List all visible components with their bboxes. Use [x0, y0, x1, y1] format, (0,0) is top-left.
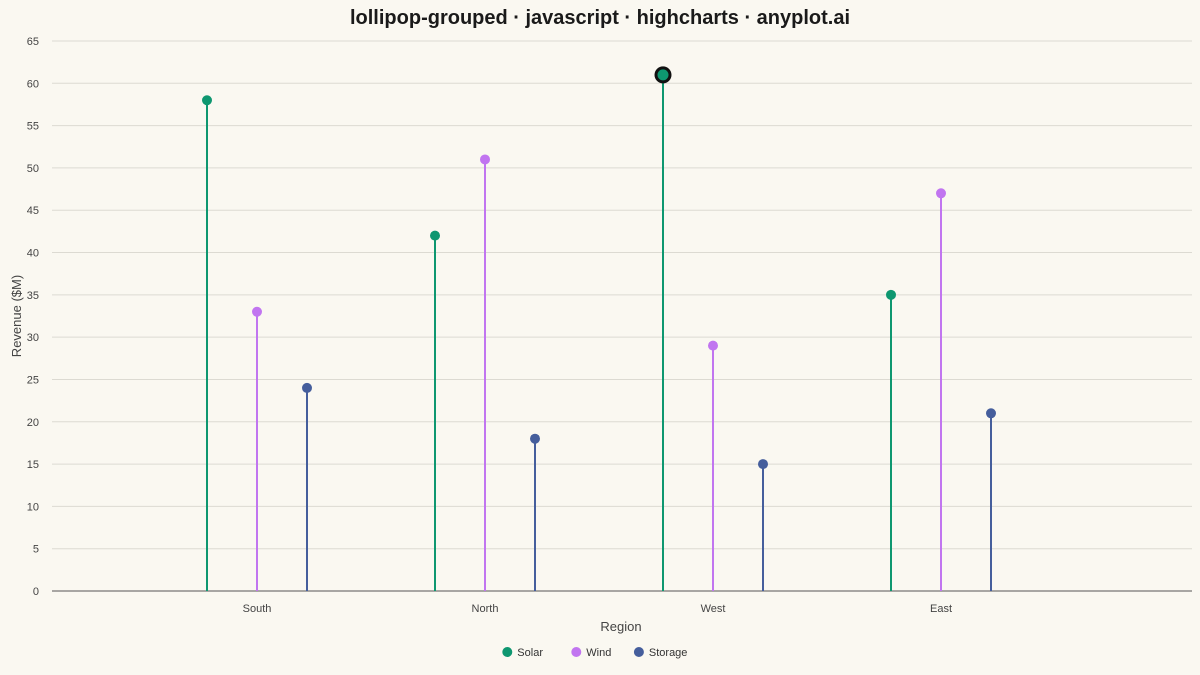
- x-tick-label: West: [701, 603, 726, 615]
- y-tick-label: 20: [27, 417, 39, 429]
- y-axis-title: Revenue ($M): [9, 275, 24, 357]
- lollipop-marker[interactable]: [480, 154, 490, 165]
- lollipop-marker[interactable]: [252, 306, 262, 317]
- lollipop-marker[interactable]: [430, 230, 440, 241]
- legend-marker[interactable]: [502, 647, 513, 657]
- lollipop-marker[interactable]: [986, 408, 996, 419]
- y-tick-label: 40: [27, 248, 39, 260]
- x-tick-label: North: [472, 603, 499, 615]
- y-tick-label: 60: [27, 78, 39, 90]
- lollipop-marker[interactable]: [302, 382, 312, 393]
- x-axis-title: Region: [600, 619, 641, 634]
- y-tick-label: 35: [27, 290, 39, 302]
- x-tick-label: South: [243, 603, 272, 615]
- chart-title: lollipop-grouped · javascript · highchar…: [350, 7, 850, 29]
- y-tick-label: 45: [27, 205, 39, 217]
- y-tick-label: 15: [27, 459, 39, 471]
- legend-label[interactable]: Wind: [586, 647, 611, 659]
- lollipop-marker[interactable]: [202, 95, 212, 106]
- legend-label[interactable]: Solar: [517, 647, 543, 659]
- y-tick-label: 0: [33, 586, 39, 598]
- y-tick-label: 25: [27, 374, 39, 386]
- lollipop-marker[interactable]: [654, 66, 672, 84]
- lollipop-marker[interactable]: [758, 459, 768, 470]
- x-tick-label: East: [930, 603, 952, 615]
- y-tick-label: 50: [27, 163, 39, 175]
- lollipop-marker[interactable]: [936, 188, 946, 199]
- lollipop-marker[interactable]: [530, 433, 540, 444]
- legend-label[interactable]: Storage: [649, 647, 688, 659]
- y-tick-label: 65: [27, 36, 39, 48]
- y-tick-label: 10: [27, 501, 39, 513]
- y-tick-label: 5: [33, 544, 39, 556]
- y-tick-label: 55: [27, 121, 39, 133]
- lollipop-marker[interactable]: [886, 289, 896, 300]
- lollipop-marker[interactable]: [708, 340, 718, 351]
- legend: Solar Wind Storage: [502, 647, 687, 659]
- lollipop-markers: [202, 66, 996, 470]
- y-tick-label: 30: [27, 332, 39, 344]
- x-axis-ticks: South North West East: [243, 603, 952, 615]
- y-axis-ticks: 0 5 10 15 20 25 30 35 40 45 50 55 60 65: [27, 36, 39, 598]
- gridlines: [52, 40, 1192, 550]
- legend-marker[interactable]: [633, 647, 644, 657]
- legend-marker[interactable]: [571, 647, 582, 657]
- lollipop-stems: [206, 74, 992, 591]
